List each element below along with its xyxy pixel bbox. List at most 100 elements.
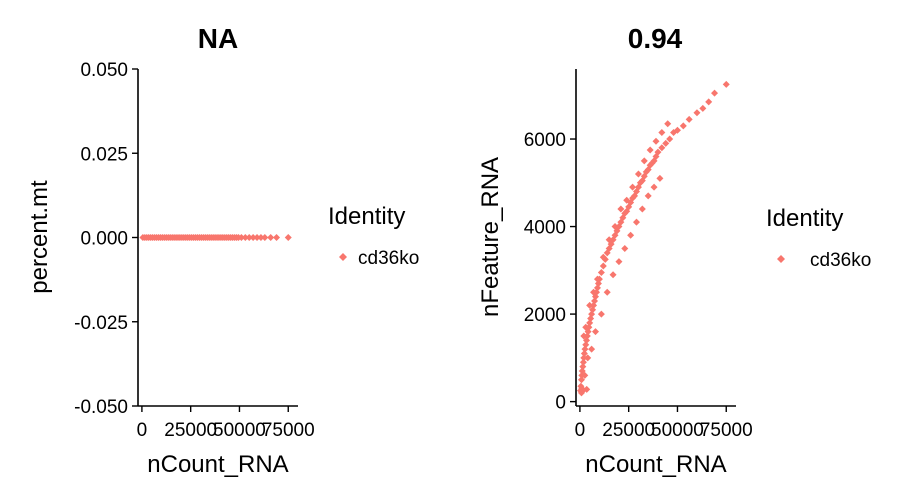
legend-key bbox=[777, 255, 785, 263]
data-point bbox=[623, 196, 631, 204]
data-point bbox=[245, 234, 253, 241]
y-tick-label: 0 bbox=[555, 393, 566, 414]
data-point bbox=[581, 371, 589, 379]
legend-label: cd36ko bbox=[810, 250, 871, 271]
data-point bbox=[579, 358, 587, 366]
x-tick-label: 75000 bbox=[700, 420, 753, 441]
data-point bbox=[580, 332, 588, 340]
legend-title: Identity bbox=[328, 203, 405, 230]
data-point bbox=[603, 288, 611, 296]
data-point bbox=[658, 144, 666, 152]
data-point bbox=[582, 323, 590, 331]
y-tick-label: 6000 bbox=[524, 130, 566, 151]
data-point bbox=[640, 157, 648, 165]
legend-label: cd36ko bbox=[358, 248, 419, 269]
data-point bbox=[586, 301, 594, 309]
data-point bbox=[249, 234, 257, 241]
data-point bbox=[253, 234, 261, 241]
y-tick-label: 2000 bbox=[524, 305, 566, 326]
y-axis-label: percent.mt bbox=[26, 180, 53, 294]
data-point bbox=[685, 115, 693, 123]
data-point bbox=[638, 205, 646, 213]
data-point bbox=[588, 345, 596, 353]
data-point bbox=[722, 80, 730, 88]
data-point bbox=[699, 104, 707, 112]
data-point bbox=[599, 253, 607, 261]
data-point bbox=[666, 135, 674, 143]
data-points bbox=[139, 234, 292, 241]
data-point bbox=[693, 109, 701, 117]
data-point bbox=[711, 89, 719, 97]
data-point bbox=[664, 120, 672, 128]
data-point bbox=[658, 128, 666, 136]
data-point bbox=[597, 310, 605, 318]
data-point bbox=[584, 354, 592, 362]
data-point bbox=[615, 258, 623, 266]
legend-title: Identity bbox=[766, 205, 843, 232]
data-point bbox=[705, 98, 713, 106]
y-tick-label: 4000 bbox=[524, 218, 566, 239]
data-point bbox=[267, 234, 275, 241]
chart-title: 0.94 bbox=[628, 23, 683, 54]
data-point bbox=[579, 363, 587, 371]
data-point bbox=[577, 389, 585, 397]
data-points bbox=[576, 80, 730, 397]
data-point bbox=[652, 137, 660, 145]
x-tick-label: 75000 bbox=[262, 420, 315, 441]
y-axis-label: nFeature_RNA bbox=[477, 157, 504, 317]
data-point bbox=[273, 234, 281, 241]
data-point bbox=[582, 341, 590, 349]
x-tick-label: 0 bbox=[137, 420, 148, 441]
y-axis-ticks: -0.050 -0.025 0.000 0.025 0.050 bbox=[74, 60, 138, 418]
data-point bbox=[261, 234, 269, 241]
data-point bbox=[257, 234, 265, 241]
x-axis-label: nCount_RNA bbox=[147, 451, 288, 478]
data-point bbox=[617, 205, 625, 213]
data-point bbox=[599, 262, 607, 270]
data-point bbox=[284, 234, 292, 241]
x-tick-label: 0 bbox=[575, 420, 586, 441]
data-point bbox=[679, 122, 687, 130]
data-point bbox=[632, 218, 640, 226]
data-point bbox=[662, 139, 670, 147]
x-tick-label: 50000 bbox=[213, 420, 266, 441]
data-point bbox=[592, 328, 600, 336]
legend-key bbox=[339, 253, 347, 261]
x-axis-label: nCount_RNA bbox=[585, 451, 726, 478]
x-tick-label: 25000 bbox=[164, 420, 217, 441]
data-point bbox=[654, 148, 662, 156]
data-point bbox=[673, 126, 681, 134]
data-point bbox=[644, 192, 652, 200]
data-point bbox=[609, 271, 617, 279]
y-tick-label: 0.050 bbox=[80, 60, 128, 81]
data-point bbox=[237, 234, 245, 241]
data-point bbox=[656, 174, 664, 182]
data-point bbox=[634, 170, 642, 178]
y-tick-label: -0.025 bbox=[74, 313, 128, 334]
data-point bbox=[611, 223, 619, 231]
data-point bbox=[597, 269, 605, 277]
x-tick-label: 50000 bbox=[651, 420, 704, 441]
data-point bbox=[581, 345, 589, 353]
data-point bbox=[629, 183, 637, 191]
data-point bbox=[580, 354, 588, 362]
data-point bbox=[646, 146, 654, 154]
y-tick-label: -0.050 bbox=[74, 397, 128, 418]
data-point bbox=[241, 234, 249, 241]
data-point bbox=[583, 332, 591, 340]
data-point bbox=[605, 236, 613, 244]
data-point bbox=[590, 288, 598, 296]
y-axis-ticks: 0 2000 4000 6000 bbox=[524, 130, 576, 414]
data-point bbox=[627, 231, 635, 239]
x-tick-label: 25000 bbox=[602, 420, 655, 441]
data-point bbox=[580, 349, 588, 357]
y-tick-label: 0.000 bbox=[80, 229, 128, 250]
scatter-panel-percent-mt: NA -0.050 -0.025 0.000 0.025 0.050 0 25000500… bbox=[26, 23, 419, 478]
data-point bbox=[577, 376, 585, 384]
data-point bbox=[593, 275, 601, 283]
data-point bbox=[621, 244, 629, 252]
